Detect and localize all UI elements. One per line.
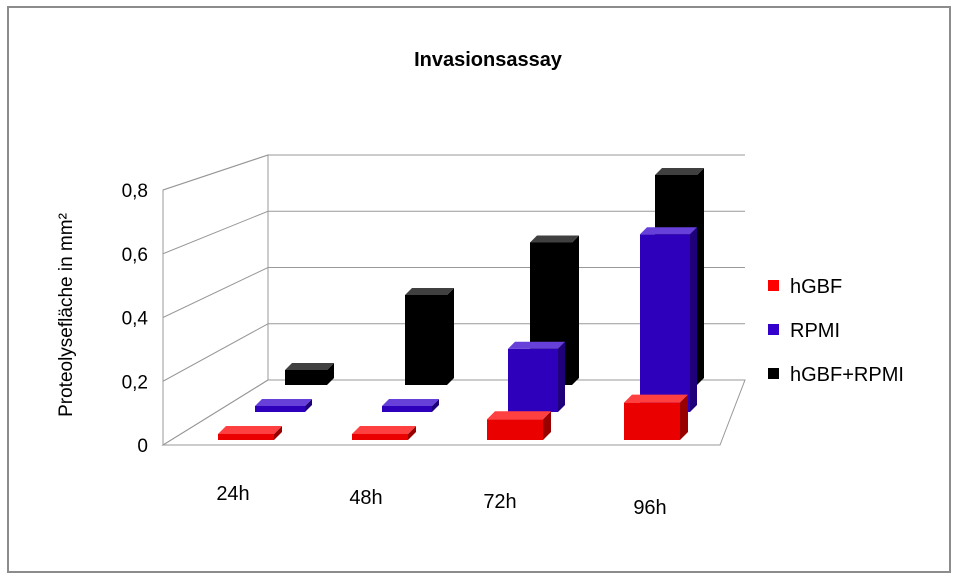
bar-side-face [572,235,579,385]
bar-top-face [352,426,416,434]
gridline [162,154,745,191]
gridline [162,323,745,382]
bar-side-face [447,288,454,385]
chart-frame [7,6,951,573]
bar-top-face [487,411,551,420]
bar-side-face [305,399,312,412]
y-tick-label: 0,8 [122,181,148,202]
legend-label: RPMI [790,320,840,342]
legend-swatch [768,324,779,335]
bar-rpmi-48h [382,399,439,412]
bar-side-face [690,227,697,412]
chart-walls [161,154,746,446]
chart-bars [218,168,704,440]
side-wall [162,154,269,446]
gridline [162,267,745,318]
bar-front-face [405,295,447,385]
bar-front-face [352,434,408,440]
gridline [162,210,745,255]
bar-side-face [327,363,334,385]
bar-top-face [530,235,579,243]
chart-title: Invasionsassay [414,49,563,71]
x-tick-labels: 24h 48h 72h 96h [216,483,666,519]
bar-side-face [274,426,282,440]
bar-hgbf-96h [624,394,688,440]
bar-hgbf-72h [487,411,551,440]
bar-top-face [285,363,334,370]
bar-top-face [255,399,312,406]
y-tick-labels: 0 0,2 0,4 0,6 0,8 [122,181,149,457]
y-tick-label: 0,4 [122,309,149,330]
x-tick-label: 48h [349,487,382,509]
bar-hgbf-rpmi-48h [405,288,454,385]
bar-side-face [558,341,565,412]
bar-side-face [543,411,551,440]
bar-front-face [508,348,558,412]
bar-side-face [432,399,439,412]
gridline [162,379,745,446]
bar-top-face [624,394,688,403]
bar-hgbf-48h [352,426,416,440]
legend-swatch [768,280,779,291]
bar-rpmi-72h [508,341,565,412]
bar-top-face [508,341,565,349]
bar-front-face [487,419,543,440]
legend-label: hGBF [790,276,842,298]
bar-side-face [680,394,688,440]
bar-side-face [408,426,416,440]
bar-front-face [624,402,680,440]
bar-top-face [640,227,697,235]
bar-top-face [405,288,454,295]
bar-top-face [218,426,282,434]
x-tick-label: 96h [633,497,666,519]
bar-front-face [382,406,432,412]
bar-front-face [218,434,274,440]
legend-label: hGBF+RPMI [790,364,904,386]
x-tick-label: 72h [483,491,516,513]
x-tick-label: 24h [216,483,249,505]
y-axis-label: Proteolysefläche in mm² [56,213,77,417]
bar-hgbf-24h [218,426,282,440]
y-tick-label: 0,2 [122,372,148,393]
y-tick-label: 0 [137,436,148,457]
legend-swatch [768,368,779,379]
bar-hgbf-rpmi-24h [285,363,334,385]
bar-top-face [382,399,439,406]
legend: hGBF RPMI hGBF+RPMI [768,276,904,386]
y-tick-label: 0,6 [122,245,148,266]
bar-front-face [285,370,327,385]
bar-front-face [640,234,690,412]
bar-rpmi-96h [640,227,697,412]
bar-rpmi-24h [255,399,312,412]
bar-front-face [255,406,305,412]
bar-top-face [655,168,704,175]
bar-side-face [697,168,704,385]
